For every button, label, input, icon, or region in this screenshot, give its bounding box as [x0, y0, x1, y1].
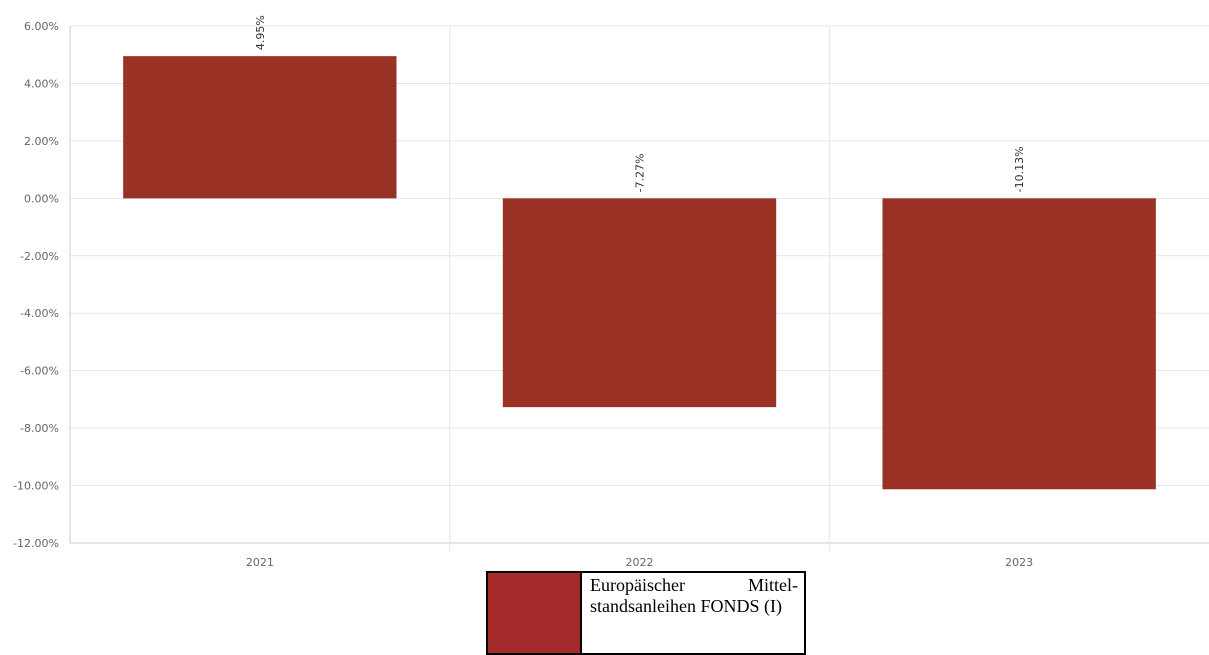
bar-2022: [502, 198, 777, 408]
y-tick-label: -4.00%: [20, 307, 59, 320]
y-tick-label: 2.00%: [24, 135, 59, 148]
data-label-2022: -7.27%: [634, 153, 647, 192]
legend[interactable]: Europäischer Mittel­standsanleihen FONDS…: [486, 571, 806, 655]
y-tick-label: 4.00%: [24, 77, 59, 90]
x-tick-label: 2021: [246, 556, 274, 569]
y-tick-label: -10.00%: [13, 480, 59, 493]
x-tick-label: 2023: [1005, 556, 1033, 569]
bar-2023: [882, 198, 1156, 490]
y-tick-label: -2.00%: [20, 250, 59, 263]
y-tick-label: -6.00%: [20, 365, 59, 378]
bars: [123, 56, 1156, 490]
y-tick-label: -8.00%: [20, 422, 59, 435]
axes: 6.00% 4.00% 2.00% 0.00% -2.00% -4.00% -6.00% -8…: [13, 20, 1033, 569]
x-tick-label: 2022: [626, 556, 654, 569]
y-tick-label: -12.00%: [13, 537, 59, 550]
legend-swatch: [488, 573, 582, 653]
legend-label: Europäischer Mittel­standsanleihen FONDS…: [590, 575, 798, 616]
data-label-2023: -10.13%: [1013, 146, 1026, 192]
bar-chart: 6.00% 4.00% 2.00% 0.00% -2.00% -4.00% -6.00% -8…: [13, 15, 1209, 569]
y-tick-label: 6.00%: [24, 20, 59, 33]
labels: 4.95% -7.27% -10.13%: [254, 15, 1026, 192]
data-label-2021: 4.95%: [254, 15, 267, 50]
bar-2021: [123, 56, 397, 199]
y-tick-label: 0.00%: [24, 192, 59, 205]
